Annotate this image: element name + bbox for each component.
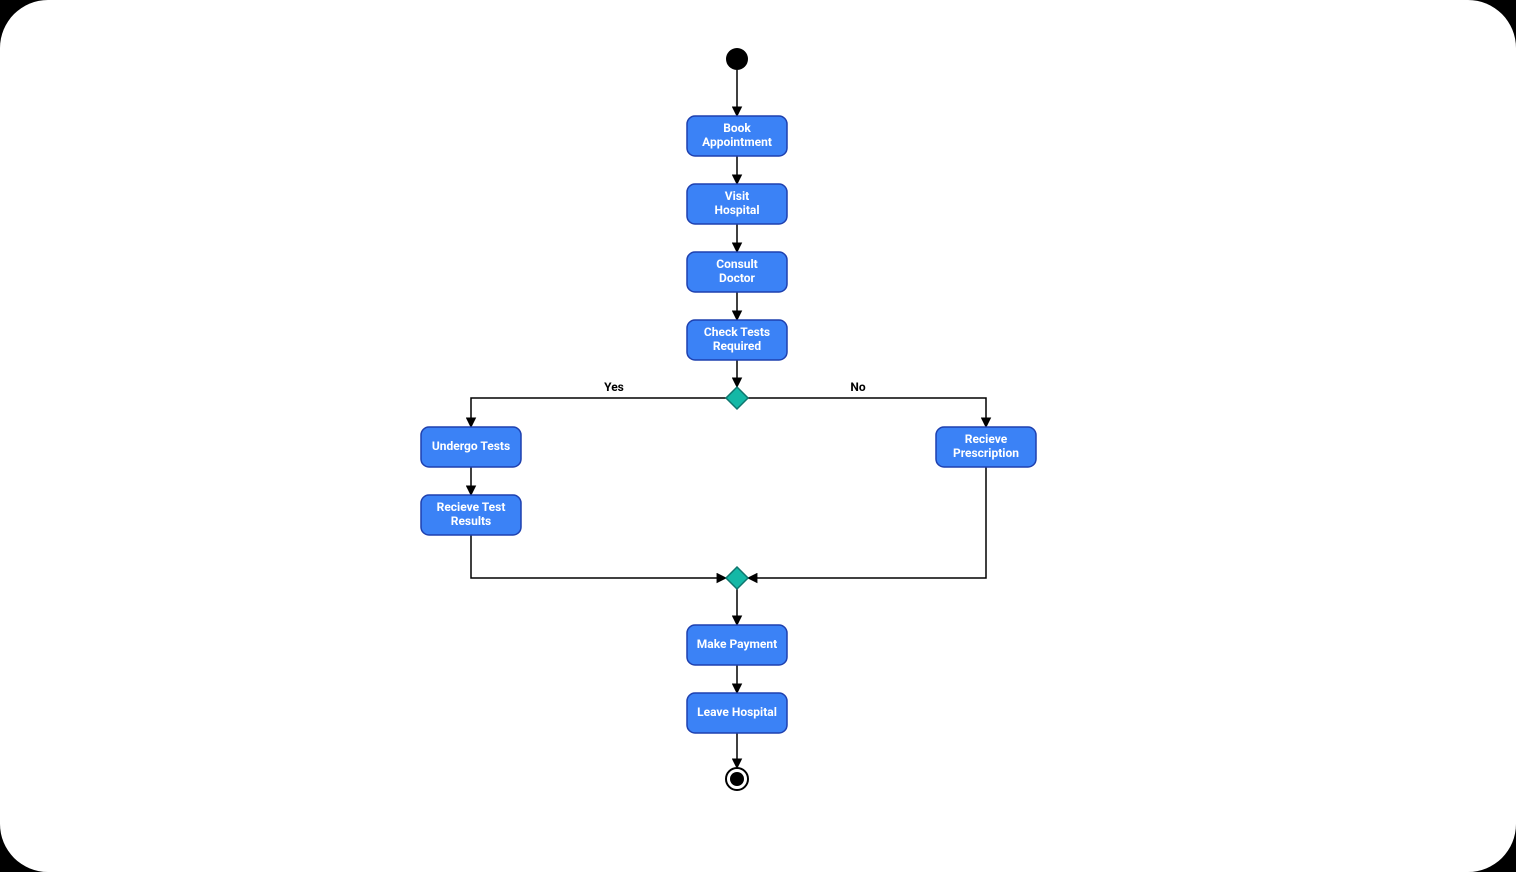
activity-label-a9-l0: Leave Hospital — [697, 705, 777, 719]
activity-label-a6-l0: Recieve Test — [437, 500, 506, 514]
start-node — [726, 48, 748, 70]
activity-label-a3-l1: Doctor — [719, 271, 756, 285]
activity-label-a6-l1: Results — [451, 514, 491, 528]
decision-d1 — [726, 387, 748, 409]
edge-a6-d2 — [471, 535, 726, 578]
activity-label-a1-l0: Book — [723, 121, 751, 135]
diagram-canvas: BookAppointment VisitHospital ConsultDocto… — [0, 0, 1516, 872]
activity-label-a1-l1: Appointment — [702, 135, 772, 149]
activity-label-a7-l0: Recieve — [965, 432, 1008, 446]
flowchart-svg: BookAppointment VisitHospital ConsultDocto… — [0, 0, 1516, 872]
activity-label-a4-l1: Required — [713, 339, 762, 353]
decision-d2 — [726, 567, 748, 589]
activity-label-a8-l0: Make Payment — [697, 637, 777, 651]
edge-label-yes: Yes — [604, 380, 624, 394]
edge-d1-a7 — [748, 398, 986, 427]
activity-label-a5-l0: Undergo Tests — [432, 439, 510, 453]
activity-label-a3-l0: Consult — [716, 257, 757, 271]
edge-a7-d2 — [748, 467, 986, 578]
activity-label-a2-l1: Hospital — [715, 203, 760, 217]
edge-label-no: No — [850, 380, 865, 394]
activity-label-a7-l1: Prescription — [953, 446, 1019, 460]
edge-d1-a5 — [471, 398, 726, 427]
activity-label-a4-l0: Check Tests — [704, 325, 770, 339]
activity-label-a2-l0: Visit — [725, 189, 749, 203]
end-node-dot — [730, 772, 744, 786]
